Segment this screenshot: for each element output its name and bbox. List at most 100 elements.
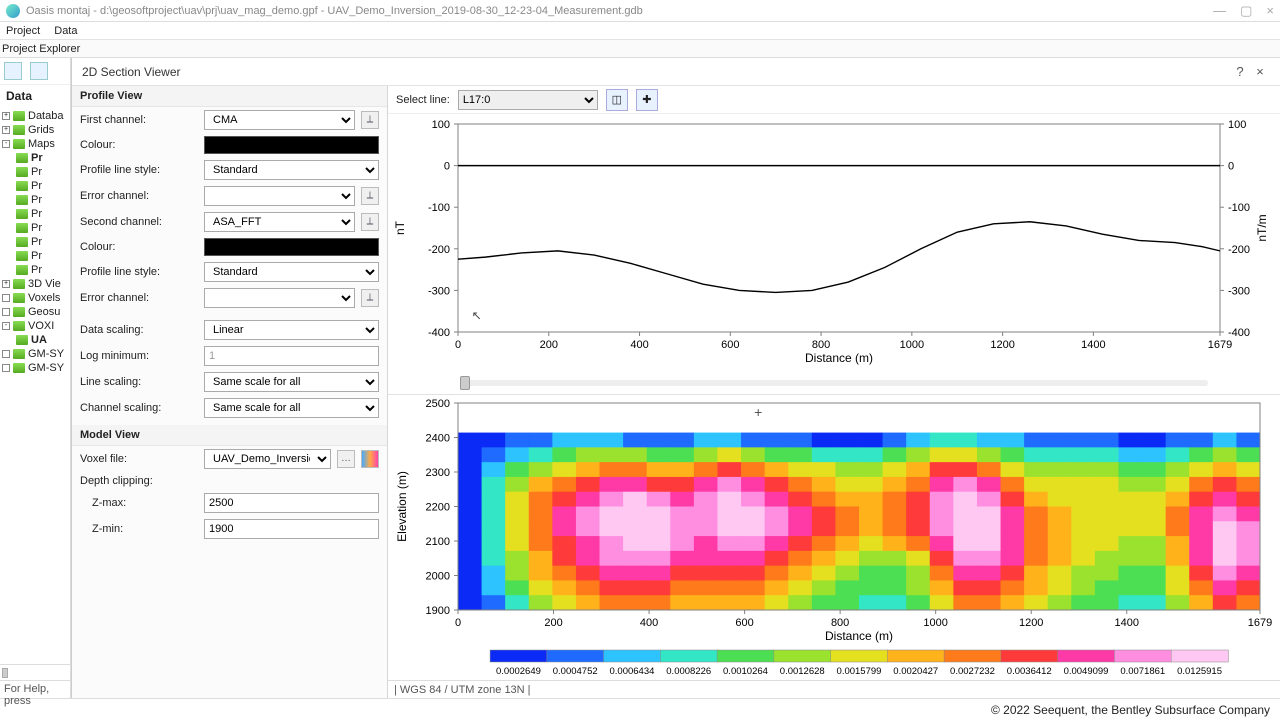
first-channel-select[interactable]: CMA: [204, 110, 355, 130]
voxel-browse-button[interactable]: …: [337, 450, 355, 468]
svg-text:2100: 2100: [426, 536, 450, 548]
project-explorer-header: Project Explorer: [0, 40, 1280, 58]
tree-item[interactable]: +Grids: [2, 123, 68, 137]
menu-project[interactable]: Project: [6, 25, 40, 37]
svg-text:200: 200: [540, 339, 558, 351]
zmax-input[interactable]: [204, 493, 379, 513]
linestyle1-select[interactable]: Standard: [204, 160, 379, 180]
colour1-swatch[interactable]: [204, 136, 379, 154]
data-scaling-select[interactable]: Linear: [204, 320, 379, 340]
tree-item[interactable]: Voxels: [2, 291, 68, 305]
svg-text:Distance (m): Distance (m): [825, 629, 893, 643]
svg-text:2000: 2000: [426, 571, 450, 583]
maximize-button[interactable]: ▢: [1240, 3, 1252, 19]
linestyle1-label: Profile line style:: [80, 164, 198, 176]
sidebar-hscroll[interactable]: [0, 664, 70, 680]
tree-item[interactable]: Pr: [2, 235, 68, 249]
toolbar-btn-1[interactable]: ◫: [606, 89, 628, 111]
dialog-help-button[interactable]: ?: [1230, 64, 1250, 79]
svg-text:400: 400: [630, 339, 648, 351]
line-scaling-select[interactable]: Same scale for all: [204, 372, 379, 392]
svg-text:0.0012628: 0.0012628: [780, 666, 825, 677]
tree-item[interactable]: Pr: [2, 165, 68, 179]
tree-item[interactable]: +Databa: [2, 109, 68, 123]
first-channel-label: First channel:: [80, 114, 198, 126]
menubar: Project Data: [0, 22, 1280, 40]
svg-text:0.0015799: 0.0015799: [837, 666, 882, 677]
profile-slider[interactable]: [388, 372, 1280, 394]
svg-text:600: 600: [735, 617, 753, 629]
crs-footer: | WGS 84 / UTM zone 13N |: [388, 680, 1280, 698]
profile-view-header: Profile View: [72, 86, 387, 107]
sidebar-tool-icon[interactable]: [30, 62, 48, 80]
zmin-input[interactable]: [204, 519, 379, 539]
status-help: For Help, press: [0, 680, 70, 698]
svg-text:0.0004752: 0.0004752: [553, 666, 598, 677]
error1-select[interactable]: [204, 186, 355, 206]
select-line-dropdown[interactable]: L17:0: [458, 90, 598, 110]
sidebar-tool-icon[interactable]: [4, 62, 22, 80]
error2-select[interactable]: [204, 288, 355, 308]
voxel-label: Voxel file:: [80, 453, 198, 465]
tree-item[interactable]: Geosu: [2, 305, 68, 319]
svg-text:2400: 2400: [426, 433, 450, 445]
tree-item[interactable]: Pr: [2, 151, 68, 165]
tree-item[interactable]: Pr: [2, 263, 68, 277]
tree-item[interactable]: Pr: [2, 179, 68, 193]
tree-item[interactable]: -VOXI: [2, 319, 68, 333]
project-explorer-label: Project Explorer: [2, 43, 80, 55]
svg-text:600: 600: [721, 339, 739, 351]
form-panel: Profile View First channel: CMA ⟂ Colour…: [72, 86, 388, 698]
svg-text:-300: -300: [1228, 285, 1250, 297]
dialog-close-button[interactable]: ×: [1250, 64, 1270, 79]
svg-text:1400: 1400: [1081, 339, 1105, 351]
slider-thumb[interactable]: [460, 376, 470, 390]
channel2-action-icon[interactable]: ⟂: [361, 213, 379, 231]
channel-scaling-select[interactable]: Same scale for all: [204, 398, 379, 418]
tree-item[interactable]: Pr: [2, 221, 68, 235]
close-button[interactable]: ×: [1266, 3, 1274, 19]
window-titlebar: Oasis montaj - d:\geosoftproject\uav\prj…: [0, 0, 1280, 22]
error2-action-icon[interactable]: ⟂: [361, 289, 379, 307]
svg-text:0.0010264: 0.0010264: [723, 666, 768, 677]
svg-text:-400: -400: [428, 327, 450, 339]
toolbar-btn-2[interactable]: ✚: [636, 89, 658, 111]
svg-text:0: 0: [1228, 161, 1234, 173]
tree-item[interactable]: Pr: [2, 207, 68, 221]
svg-text:0.0036412: 0.0036412: [1007, 666, 1052, 677]
project-tree[interactable]: +Databa+Grids-MapsPrPrPrPrPrPrPrPrPr+3D …: [0, 107, 70, 664]
window-caption: Oasis montaj - d:\geosoftproject\uav\prj…: [26, 5, 1213, 17]
second-channel-select[interactable]: ASA_FFT: [204, 212, 355, 232]
colour2-swatch[interactable]: [204, 238, 379, 256]
tree-item[interactable]: -Maps: [2, 137, 68, 151]
channel-action-icon[interactable]: ⟂: [361, 111, 379, 129]
svg-text:1400: 1400: [1114, 617, 1138, 629]
tree-item[interactable]: GM-SY: [2, 361, 68, 375]
svg-text:0.0071861: 0.0071861: [1120, 666, 1165, 677]
tree-item[interactable]: Pr: [2, 249, 68, 263]
svg-text:2500: 2500: [426, 398, 450, 410]
svg-text:↖: ↖: [472, 309, 482, 323]
voxel-select[interactable]: UAV_Demo_Inversion_A: [204, 449, 331, 469]
tree-item[interactable]: UA: [2, 333, 68, 347]
menu-data[interactable]: Data: [54, 25, 77, 37]
sidebar: Data +Databa+Grids-MapsPrPrPrPrPrPrPrPrP…: [0, 58, 71, 698]
model-chart: 2500240023002200210020001900020040060080…: [388, 395, 1280, 680]
zmin-label: Z-min:: [80, 523, 198, 535]
tree-item[interactable]: +3D Vie: [2, 277, 68, 291]
colour1-label: Colour:: [80, 139, 198, 151]
svg-text:0.0020427: 0.0020427: [893, 666, 938, 677]
voxel-colour-button[interactable]: [361, 450, 379, 468]
svg-text:400: 400: [640, 617, 658, 629]
svg-text:800: 800: [812, 339, 830, 351]
svg-text:1679: 1679: [1208, 339, 1232, 351]
minimize-button[interactable]: —: [1213, 3, 1226, 19]
svg-text:1900: 1900: [426, 605, 450, 617]
linestyle2-select[interactable]: Standard: [204, 262, 379, 282]
sidebar-data-header: Data: [0, 85, 70, 107]
tree-item[interactable]: Pr: [2, 193, 68, 207]
svg-text:0.0027232: 0.0027232: [950, 666, 995, 677]
tree-item[interactable]: GM-SY: [2, 347, 68, 361]
error1-action-icon[interactable]: ⟂: [361, 187, 379, 205]
svg-text:100: 100: [432, 119, 450, 131]
